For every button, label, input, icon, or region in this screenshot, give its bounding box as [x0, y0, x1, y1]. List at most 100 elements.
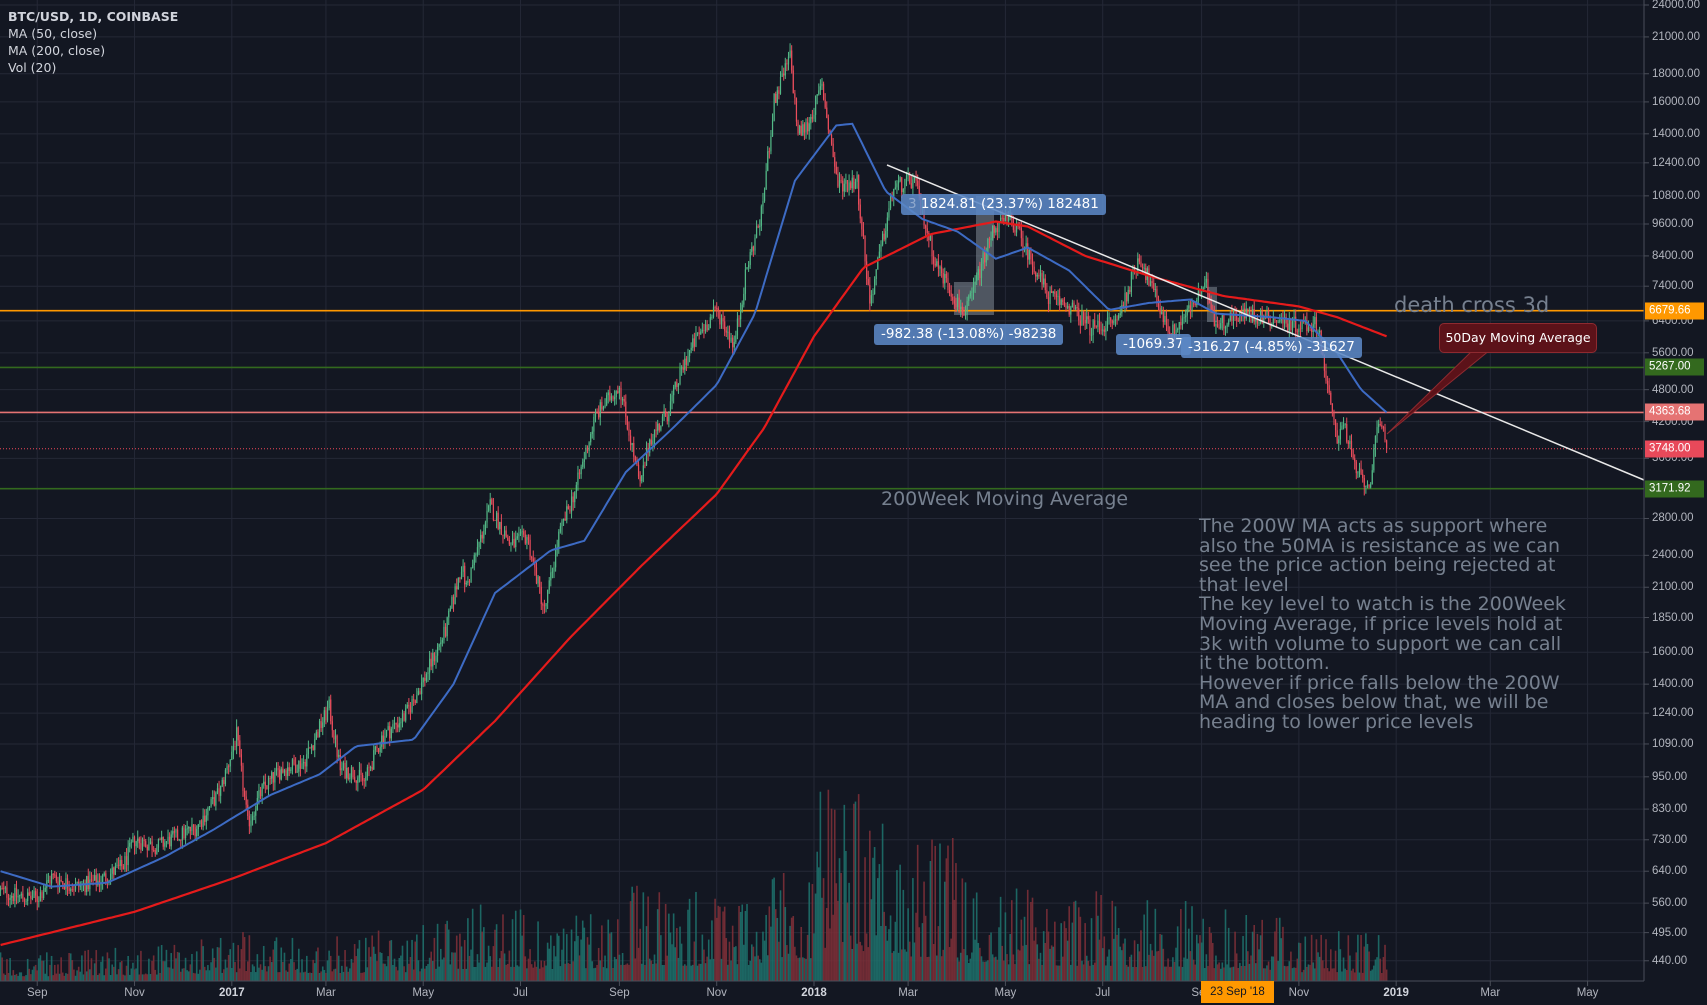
- volume-bar: [1031, 897, 1034, 981]
- candle-body: [1360, 468, 1362, 475]
- volume-bar: [521, 935, 523, 981]
- volume-bar: [1077, 907, 1080, 981]
- y-tick-label: 24000.00: [1652, 0, 1700, 11]
- candle-body: [716, 308, 718, 309]
- candle-body: [164, 842, 166, 847]
- candle-body: [622, 399, 624, 401]
- analysis-note[interactable]: The 200W MA acts as support where also th…: [1199, 516, 1566, 733]
- candle-body: [1309, 327, 1311, 329]
- volume-bar: [1183, 957, 1185, 981]
- volume-bar: [333, 969, 335, 981]
- candle-body: [199, 820, 201, 824]
- volume-bar: [918, 927, 921, 981]
- candle-body: [213, 797, 215, 806]
- candle-body: [1074, 307, 1077, 310]
- candle-body: [58, 879, 61, 886]
- candle-body: [1138, 258, 1140, 262]
- volume-bar: [1341, 971, 1343, 981]
- legend-volume[interactable]: Vol (20): [8, 60, 57, 75]
- volume-bar: [34, 964, 37, 981]
- volume-bar: [1243, 965, 1246, 981]
- volume-bar: [1129, 956, 1131, 981]
- legend-ma50[interactable]: MA (50, close): [8, 26, 98, 41]
- candle-body: [1350, 440, 1353, 451]
- legend-ma200[interactable]: MA (200, close): [8, 43, 106, 58]
- candle-body: [956, 297, 959, 308]
- candle-body: [582, 461, 584, 467]
- candle-body: [854, 181, 857, 189]
- candle-body: [1078, 308, 1080, 321]
- volume-bar: [950, 938, 952, 981]
- candle-body: [33, 891, 35, 898]
- candle-body: [575, 484, 577, 492]
- symbol-title[interactable]: BTC/USD, 1D, COINBASE: [8, 9, 179, 24]
- candle-body: [931, 235, 933, 257]
- volume-bar: [463, 940, 466, 981]
- candle-body: [623, 399, 625, 402]
- measure-label-down[interactable]: -1069.37: [1116, 334, 1191, 355]
- volume-bar: [109, 975, 112, 981]
- volume-bar: [569, 963, 571, 981]
- volume-bar: [1065, 928, 1067, 981]
- candle-body: [409, 706, 412, 713]
- volume-bar: [81, 955, 83, 981]
- candle-body: [688, 350, 691, 357]
- volume-bar: [749, 960, 751, 981]
- death-cross-note[interactable]: death cross 3d: [1394, 293, 1550, 317]
- candle-body: [301, 763, 303, 769]
- candle-body: [344, 762, 346, 779]
- candle-body: [735, 335, 737, 343]
- volume-bar: [374, 953, 377, 981]
- volume-bar: [948, 947, 951, 981]
- volume-bar: [454, 952, 456, 981]
- volume-bar: [285, 970, 287, 981]
- measure-label-up[interactable]: 3 1824.81 (23.37%) 182481: [901, 194, 1106, 215]
- candle-body: [74, 883, 77, 890]
- trend-line[interactable]: [886, 164, 1645, 481]
- volume-bar: [31, 969, 34, 981]
- volume-bar: [904, 949, 906, 981]
- candle-body: [1338, 439, 1340, 444]
- volume-bar: [328, 950, 330, 981]
- candle-body: [933, 256, 935, 264]
- candle-body: [775, 93, 777, 103]
- candle-body: [432, 653, 434, 667]
- candle-body: [296, 771, 298, 773]
- candle-body: [585, 447, 587, 460]
- volume-bar: [1296, 958, 1299, 981]
- candle-body: [1132, 267, 1134, 272]
- volume-bar: [101, 956, 104, 981]
- volume-bar: [1186, 958, 1189, 981]
- candle-body: [82, 882, 85, 884]
- candle-body: [467, 581, 469, 584]
- volume-bar: [585, 968, 587, 981]
- candle-body: [961, 306, 963, 314]
- candle-body: [968, 296, 970, 301]
- candle-body: [1226, 324, 1228, 327]
- candle-body: [491, 499, 493, 505]
- volume-bar: [658, 892, 661, 981]
- candle-body: [389, 726, 391, 739]
- ma50-callout[interactable]: 50Day Moving Average: [1439, 323, 1597, 353]
- volume-bar: [290, 959, 292, 981]
- candle-body: [1129, 289, 1131, 292]
- ma200w-note[interactable]: 200Week Moving Average: [881, 488, 1129, 510]
- candle-body: [564, 518, 566, 521]
- measure-label-down[interactable]: -982.38 (-13.08%) -98238: [874, 324, 1064, 345]
- volume-bar: [175, 958, 177, 981]
- candle-body: [1043, 278, 1045, 285]
- candle-body: [433, 653, 435, 662]
- candle-body: [1301, 321, 1303, 330]
- volume-bar: [1042, 931, 1045, 981]
- candle-body: [371, 767, 373, 770]
- volume-bar: [1350, 970, 1353, 981]
- candle-body: [1025, 243, 1027, 248]
- measure-label-down[interactable]: -316.27 (-4.85%) -31627: [1181, 337, 1362, 358]
- candle-body: [784, 63, 786, 76]
- volume-bar: [239, 968, 241, 981]
- volume-bar: [352, 962, 354, 981]
- volume-bar: [988, 934, 991, 981]
- volume-bar: [629, 901, 632, 981]
- candle-body: [679, 367, 681, 385]
